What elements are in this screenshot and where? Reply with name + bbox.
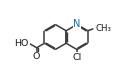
Text: HO: HO xyxy=(15,39,29,48)
Text: Cl: Cl xyxy=(72,53,82,62)
Text: N: N xyxy=(73,19,81,30)
Text: O: O xyxy=(33,52,40,61)
Text: CH₃: CH₃ xyxy=(96,24,112,32)
